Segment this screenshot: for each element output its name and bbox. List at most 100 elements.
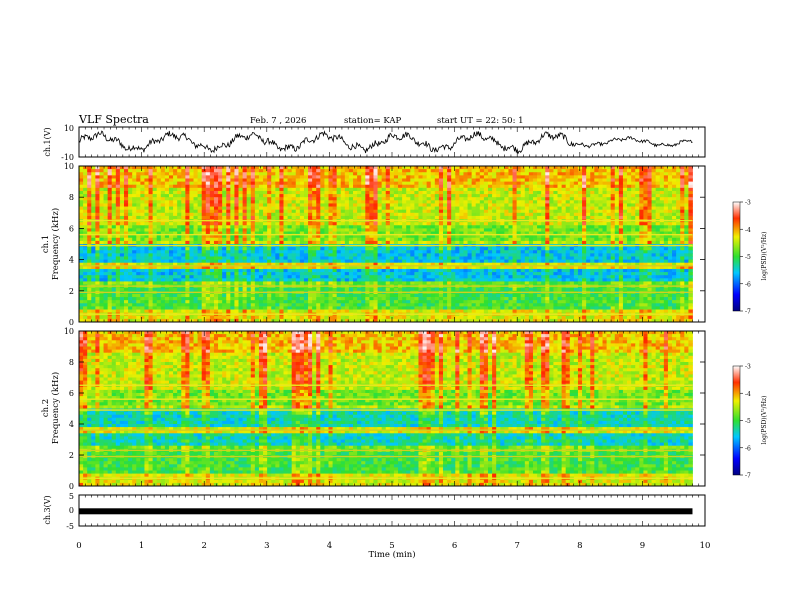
spectrogram-cell xyxy=(144,253,149,257)
spectrogram-cell xyxy=(226,265,231,270)
spectrogram-cell xyxy=(328,181,333,186)
spectrogram-cell xyxy=(447,175,452,179)
spectrogram-cell xyxy=(573,231,579,236)
spectrogram-cell xyxy=(226,206,231,211)
spectrogram-cell xyxy=(483,240,489,245)
spectrogram-cell xyxy=(193,175,199,179)
spectrogram-cell xyxy=(635,172,640,176)
spectrogram-cell xyxy=(635,247,640,251)
spectrogram-cell xyxy=(324,225,329,229)
spectrogram-cell xyxy=(622,206,628,211)
spectrogram-cell xyxy=(577,209,583,214)
spectrogram-cell xyxy=(246,225,252,229)
spectrogram-cell xyxy=(357,181,362,186)
spectrogram-cell xyxy=(316,234,321,239)
spectrogram-cell xyxy=(545,175,550,179)
spectrogram-cell xyxy=(385,203,391,207)
spectrogram-cell xyxy=(91,166,96,170)
spectrogram-cell xyxy=(676,184,681,189)
spectrogram-cell xyxy=(353,190,358,195)
spectrogram-cell xyxy=(418,225,423,229)
spectrogram-cell xyxy=(631,256,636,260)
spectrogram-cell xyxy=(537,222,542,226)
spectrogram-cell xyxy=(676,253,681,257)
spectrogram-cell xyxy=(430,175,436,179)
spectrogram-cell xyxy=(594,231,599,236)
spectrogram-cell xyxy=(287,225,293,229)
spectrogram-cell xyxy=(398,175,403,179)
spectrogram-cell xyxy=(340,172,346,176)
spectrogram-cell xyxy=(373,222,378,226)
spectrogram-cell xyxy=(549,222,554,226)
spectrogram-cell xyxy=(410,178,415,182)
spectrogram-cell xyxy=(651,231,657,236)
spectrogram-cell xyxy=(193,222,199,226)
spectrogram-cell xyxy=(422,240,428,245)
spectrogram-cell xyxy=(79,234,84,239)
spectrogram-cell xyxy=(258,237,264,242)
spectrogram-cell xyxy=(373,256,378,260)
spectrogram-cell xyxy=(577,190,583,195)
spectrogram-cell xyxy=(663,203,669,207)
spectrogram-cell xyxy=(545,234,550,239)
spectrogram-cell xyxy=(291,253,297,257)
spectrogram-cell xyxy=(156,234,162,239)
spectrogram-cell xyxy=(83,172,88,176)
spectrogram-cell xyxy=(410,169,415,173)
spectrogram-cell xyxy=(107,194,113,198)
spectrogram-cell xyxy=(500,206,505,211)
spectrogram-cell xyxy=(434,181,440,186)
spectrogram-cell xyxy=(602,184,607,189)
spectrogram-cell xyxy=(651,265,657,270)
spectrogram-cell xyxy=(91,197,96,201)
spectrogram-cell xyxy=(582,247,587,251)
spectrogram-cell xyxy=(83,175,88,179)
spectrogram-cell xyxy=(283,184,288,189)
spectrogram-cell xyxy=(353,225,358,229)
spectrogram-cell xyxy=(275,169,280,173)
spectrogram-cell xyxy=(320,209,325,214)
spectrogram-cell xyxy=(83,253,88,257)
spectrogram-cell xyxy=(389,237,395,242)
spectrogram-cell xyxy=(299,212,305,217)
spectrogram-cell xyxy=(385,212,391,217)
spectrogram-cell xyxy=(193,181,199,186)
spectrogram-cell xyxy=(263,178,268,182)
spectrogram-cell xyxy=(496,190,501,195)
spectrogram-cell xyxy=(475,190,481,195)
spectrogram-cell xyxy=(496,250,501,254)
spectrogram-cell xyxy=(524,215,530,220)
spectrogram-cell xyxy=(614,178,620,182)
spectrogram-cell xyxy=(467,194,473,198)
spectrogram-cell xyxy=(524,234,530,239)
spectrogram-cell xyxy=(87,222,92,226)
spectrogram-cell xyxy=(79,228,84,232)
spectrogram-cell xyxy=(222,259,227,264)
spectrogram-cell xyxy=(504,215,509,220)
spectrogram-cell xyxy=(79,200,84,204)
spectrogram-cell xyxy=(111,237,117,242)
spectrogram-cell xyxy=(205,228,211,232)
spectrogram-cell xyxy=(156,247,162,251)
spectrogram-cell xyxy=(201,234,207,239)
spectrogram-cell xyxy=(602,212,607,217)
spectrogram-cell xyxy=(324,203,329,207)
spectrogram-cell xyxy=(479,190,485,195)
spectrogram-cell xyxy=(402,237,407,242)
spectrogram-cell xyxy=(610,222,616,226)
spectrogram-cell xyxy=(393,228,399,232)
spectrogram-cell xyxy=(434,212,440,217)
spectrogram-cell xyxy=(520,178,526,182)
spectrogram-cell xyxy=(197,203,203,207)
spectrogram-cell xyxy=(627,262,632,267)
spectrogram-cell xyxy=(123,187,129,192)
spectrogram-cell xyxy=(426,234,432,239)
spectrogram-cell xyxy=(275,194,280,198)
spectrogram-cell xyxy=(250,259,256,264)
spectrogram-cell xyxy=(353,262,358,267)
spectrogram-cell xyxy=(688,231,693,236)
spectrogram-cell xyxy=(688,222,693,226)
spectrogram-cell xyxy=(99,237,104,242)
spectrogram-cell xyxy=(303,228,309,232)
spectrogram-cell xyxy=(688,172,693,176)
